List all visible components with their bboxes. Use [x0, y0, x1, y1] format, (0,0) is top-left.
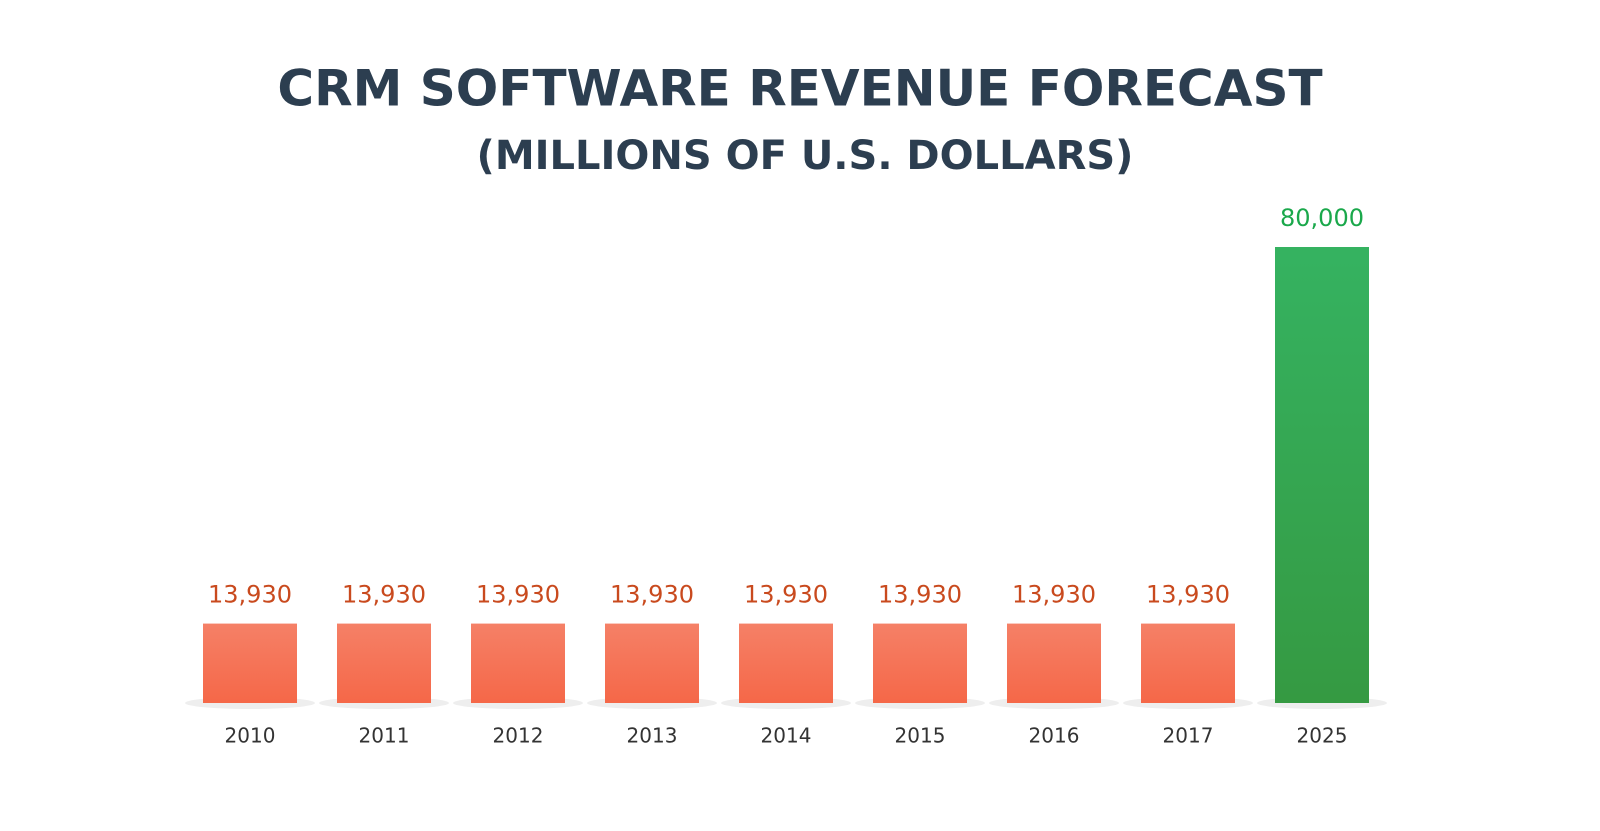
- x-tick-label: 2015: [895, 724, 946, 748]
- bar-sheen: [337, 623, 431, 703]
- value-label: 13,930: [744, 581, 828, 609]
- value-label: 13,930: [878, 581, 962, 609]
- x-tick-label: 2012: [493, 724, 544, 748]
- bar-sheen: [203, 623, 297, 703]
- value-label: 13,930: [208, 581, 292, 609]
- value-label: 80,000: [1280, 204, 1364, 232]
- x-tick-label: 2025: [1297, 724, 1348, 748]
- bar-sheen: [1007, 623, 1101, 703]
- x-tick-label: 2010: [225, 724, 276, 748]
- value-label: 13,930: [342, 581, 426, 609]
- chart-subtitle: (MILLIONS OF U.S. DOLLARS): [477, 133, 1134, 179]
- bar-sheen: [605, 623, 699, 703]
- bar-sheen: [1141, 623, 1235, 703]
- bar-sheen: [471, 623, 565, 703]
- value-label: 13,930: [1146, 581, 1230, 609]
- x-tick-label: 2016: [1029, 724, 1080, 748]
- chart-title: CRM SOFTWARE REVENUE FORECAST: [277, 60, 1322, 118]
- x-tick-label: 2011: [359, 724, 410, 748]
- bar-sheen: [873, 623, 967, 703]
- value-label: 13,930: [476, 581, 560, 609]
- value-label: 13,930: [610, 581, 694, 609]
- value-label: 13,930: [1012, 581, 1096, 609]
- x-tick-label: 2014: [761, 724, 812, 748]
- bar-sheen: [1275, 247, 1369, 703]
- x-tick-label: 2017: [1163, 724, 1214, 748]
- x-tick-label: 2013: [627, 724, 678, 748]
- bar-sheen: [739, 623, 833, 703]
